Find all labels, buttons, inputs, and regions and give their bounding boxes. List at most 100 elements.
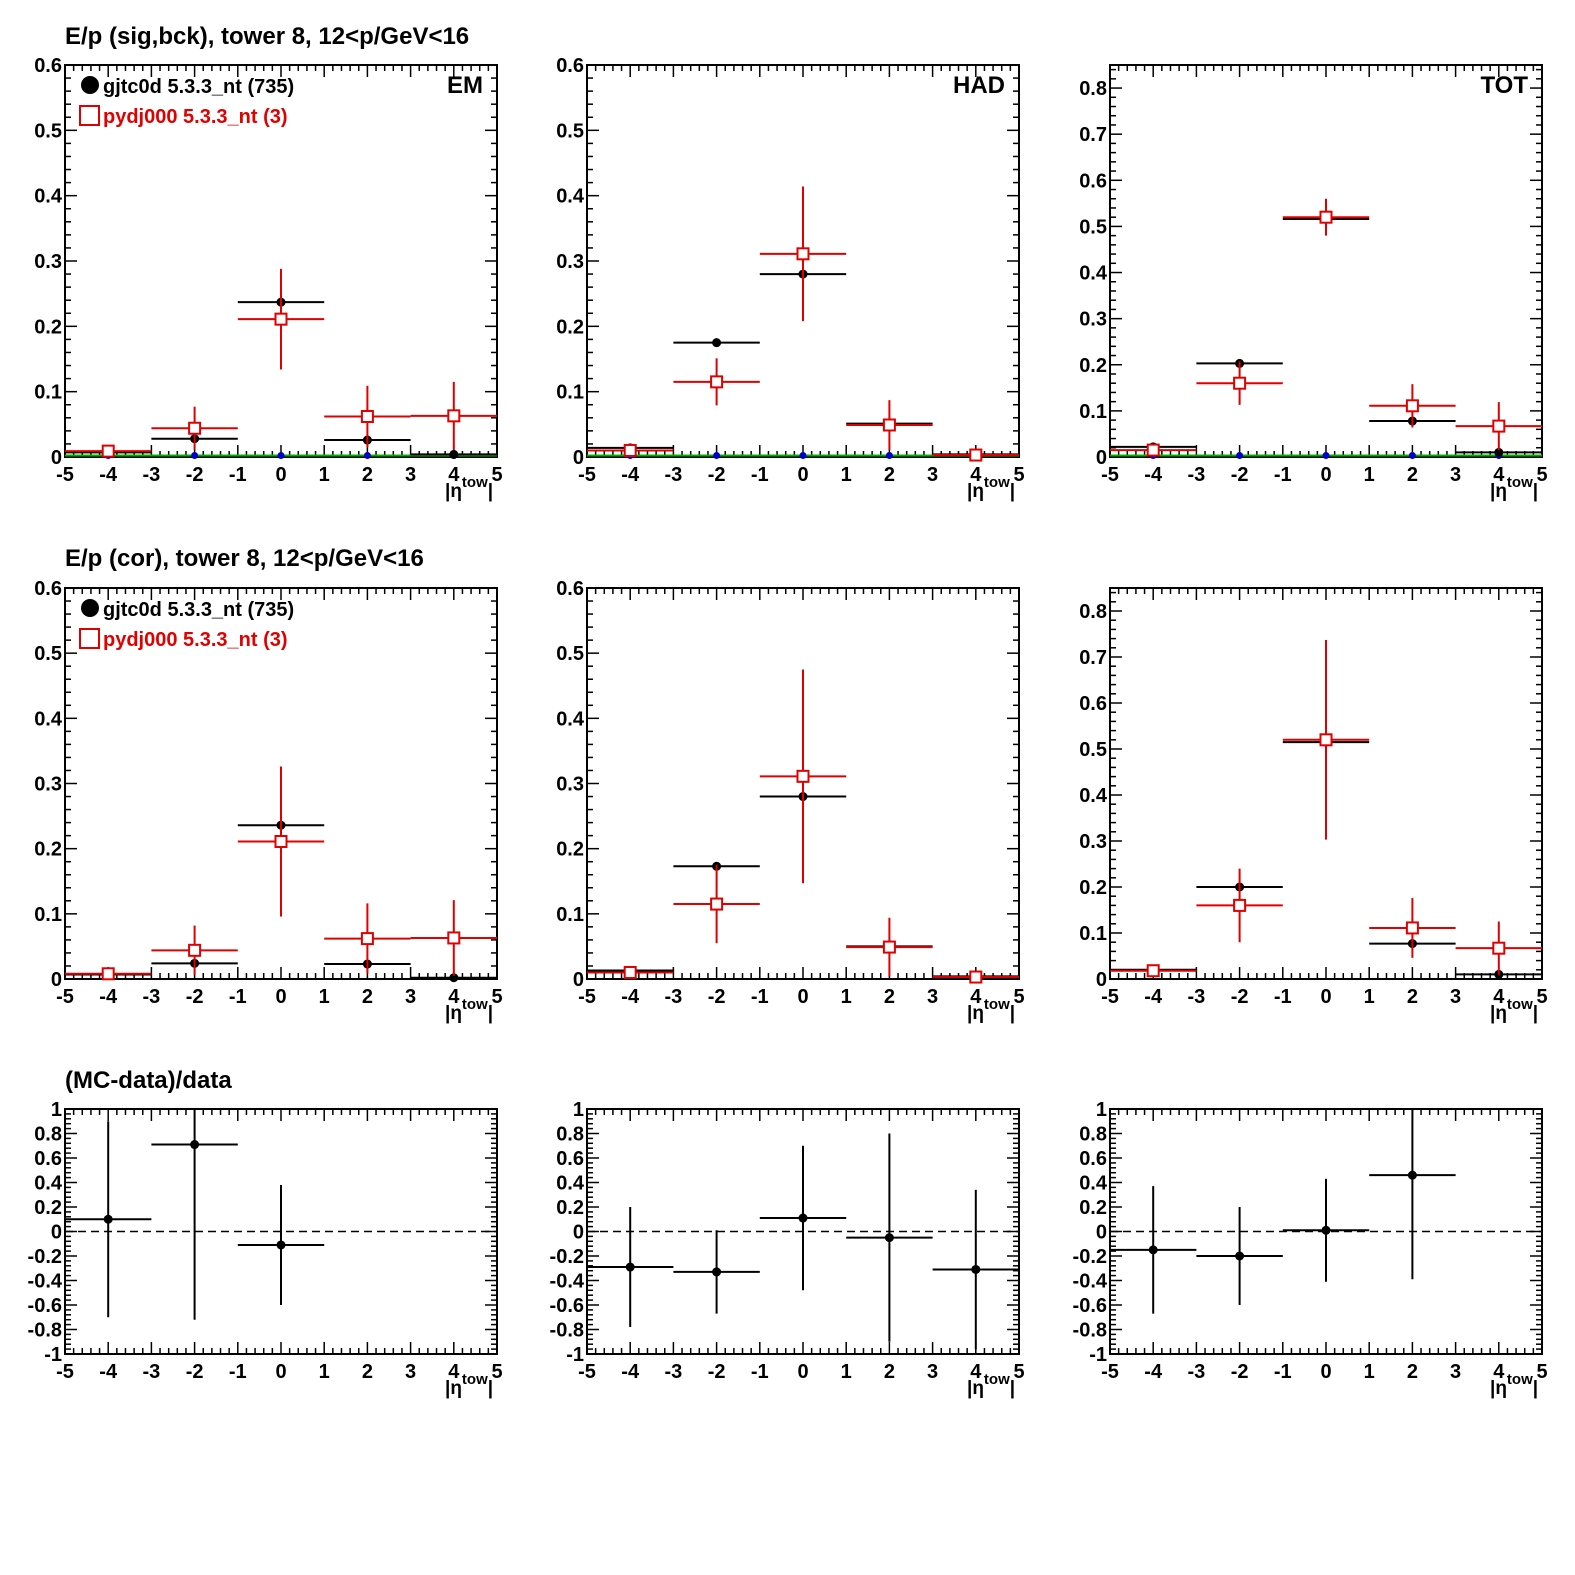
data-point (449, 449, 459, 459)
x-tick-label: 2 (884, 464, 895, 486)
panel-r1c3: -5 -4 -3 -2 -1 0 1 2 3 4 5 0 0.1 0.2 0.3 0.4 0.5 0.6 0.7 0.… (1079, 64, 1548, 502)
y-tick-label: -1 (44, 1344, 62, 1366)
x-tick-label: -3 (1188, 464, 1206, 486)
mc-point (796, 247, 810, 261)
panel-label: EM (447, 72, 483, 99)
x-tick-label: 3 (405, 986, 416, 1008)
y-tick-label: 0.2 (556, 1197, 584, 1219)
panel-label: TOT (1480, 72, 1528, 99)
plot-grid: -5 -4 -3 -2 -1 0 1 2 3 4 5 0 0.1 0.2 0.3 0.4 0.5 0.6 |ηtow… (28, 55, 1548, 1399)
blue-marker (363, 452, 371, 459)
title-row2: E/p (cor), tower 8, 12<p/GeV<16 (65, 545, 424, 572)
x-tick-label: 2 (884, 1361, 895, 1383)
x-axis-label: |ηtow| (967, 1371, 1015, 1399)
mc-point (1405, 399, 1419, 413)
y-tick-label: 0.6 (1079, 693, 1107, 715)
x-tick-label: 1 (841, 464, 852, 486)
x-tick-label: -5 (578, 986, 596, 1008)
y-tick-label: 0.6 (556, 1148, 584, 1170)
y-tick-label: 0.2 (556, 316, 584, 338)
plot-frame (1109, 64, 1543, 458)
mc-point (969, 970, 983, 984)
mc-point (101, 967, 115, 981)
y-tick-label: 0.6 (1079, 170, 1107, 192)
x-tick-label: 1 (319, 1361, 330, 1383)
x-tick-label: -3 (143, 986, 161, 1008)
x-tick-label: -4 (621, 986, 640, 1008)
mc-point (1319, 733, 1333, 747)
x-tick-label: 3 (927, 1361, 938, 1383)
y-tick-label: 0.6 (556, 578, 584, 600)
x-tick-label: -3 (143, 1361, 161, 1383)
mc-point (447, 931, 461, 945)
y-tick-label: -0.2 (1073, 1246, 1107, 1268)
x-tick-label: 4 (970, 464, 982, 486)
y-tick-label: 0.3 (556, 774, 584, 796)
y-tick-label: 0.3 (34, 251, 62, 273)
x-tick-label: -2 (1231, 986, 1249, 1008)
x-tick-label: -4 (99, 464, 118, 486)
mc-point (188, 421, 202, 435)
x-tick-label: 4 (970, 1361, 982, 1383)
y-tick-label: 0.8 (1079, 78, 1107, 100)
legend-mc-marker (79, 628, 100, 649)
y-tick-label: 0.7 (1079, 647, 1107, 669)
y-tick-label: -0.4 (550, 1271, 585, 1293)
y-tick-label: 0.1 (1079, 923, 1107, 945)
x-tick-label: -4 (1144, 986, 1163, 1008)
mc-point (1405, 921, 1419, 935)
x-tick-label: -1 (751, 986, 769, 1008)
x-axis-label: |ηtow| (967, 474, 1015, 502)
x-tick-label: -2 (186, 464, 204, 486)
x-tick-label: -3 (143, 464, 161, 486)
mc-point (447, 409, 461, 423)
data-point (1321, 1225, 1331, 1235)
data-point (449, 973, 459, 983)
x-tick-label: 0 (1320, 1361, 1331, 1383)
y-tick-label: 0.1 (556, 904, 584, 926)
y-tick-label: 0 (1096, 1222, 1107, 1244)
y-tick-label: 0.7 (1079, 124, 1107, 146)
x-tick-label: 1 (841, 986, 852, 1008)
y-tick-label: -0.6 (1073, 1295, 1107, 1317)
panel-r2c3: -5 -4 -3 -2 -1 0 1 2 3 4 5 0 0.1 0.2 0.3 0.4 0.5 0.6 0.7 0.… (1079, 587, 1548, 1024)
y-tick-label: 0 (1096, 447, 1107, 469)
y-tick-label: 0.2 (34, 839, 62, 861)
x-tick-label: 5 (1536, 986, 1547, 1008)
legend-data-marker (81, 599, 99, 617)
data-point (276, 1240, 286, 1250)
mc-point (882, 418, 896, 432)
x-tick-label: 1 (1364, 986, 1375, 1008)
x-tick-label: -4 (99, 1361, 118, 1383)
y-tick-label: -0.6 (550, 1295, 584, 1317)
x-tick-label: -5 (1101, 986, 1119, 1008)
mc-point (1492, 941, 1506, 955)
y-tick-label: 0.4 (1079, 263, 1108, 285)
legend-data-label: gjtc0d 5.3.3_nt (735) (103, 76, 294, 98)
x-tick-label: -1 (751, 1361, 769, 1383)
y-tick-label: 0.6 (1079, 1148, 1107, 1170)
legend-data-marker (81, 76, 99, 94)
x-tick-label: -5 (56, 986, 74, 1008)
y-tick-label: -0.4 (28, 1271, 63, 1293)
mc-point (623, 443, 637, 457)
mc-point (274, 834, 288, 848)
x-axis-label: |ηtow| (1490, 1371, 1538, 1399)
y-tick-label: 0.8 (1079, 601, 1107, 623)
x-tick-label: -4 (621, 464, 640, 486)
y-tick-label: 0 (1096, 969, 1107, 991)
data-point (1494, 447, 1504, 457)
blue-marker (713, 452, 721, 459)
y-tick-label: 1 (51, 1099, 62, 1121)
x-axis-label: |ηtow| (445, 996, 493, 1024)
y-tick-label: 0.6 (556, 55, 584, 77)
data-point (884, 1233, 894, 1243)
panel-r2c1: -5 -4 -3 -2 -1 0 1 2 3 4 5 0 0.1 0.2 0.3 0.4 0.5 0.6 |ηtow… (34, 578, 502, 1024)
x-tick-label: 5 (491, 1361, 502, 1383)
x-tick-label: 5 (1013, 986, 1024, 1008)
y-tick-label: 0.2 (1079, 1197, 1107, 1219)
y-tick-label: 0.3 (556, 251, 584, 273)
data-point (625, 1262, 635, 1272)
y-tick-label: 0.5 (34, 643, 62, 665)
